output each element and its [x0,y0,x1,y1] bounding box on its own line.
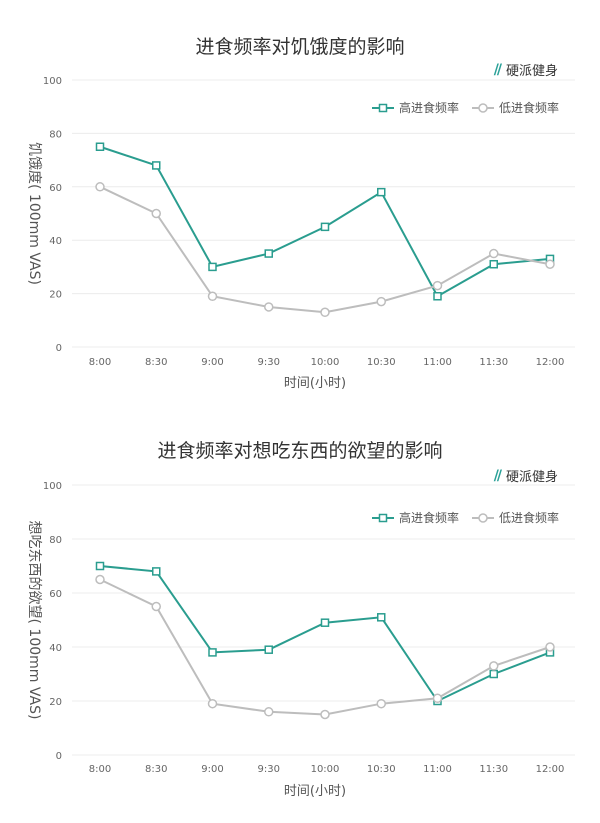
y-tick-label: 100 [43,76,62,87]
data-point [545,642,555,652]
data-point [264,645,273,654]
legend-label: 高进食频率 [399,100,459,115]
x-tick-label: 8:00 [89,764,111,775]
x-tick-label: 12:00 [536,357,565,368]
x-tick-label: 12:00 [536,764,565,775]
data-point [207,291,218,302]
data-point [152,567,161,576]
y-tick-label: 40 [49,643,62,654]
x-tick-label: 10:30 [367,764,396,775]
x-tick-label: 10:00 [311,764,340,775]
y-tick-label: 100 [43,481,62,492]
data-point [489,669,498,679]
data-point [432,693,443,704]
brand-logo: // 硬派健身 [493,60,558,80]
data-point [320,709,330,720]
data-point [208,262,217,272]
data-point [489,661,499,671]
x-axis-title: 时间(小时) [284,376,346,391]
legend-marker [478,513,488,523]
legend-marker [378,513,388,523]
x-tick-label: 9:30 [258,764,280,775]
data-point [433,292,442,301]
data-point [208,648,217,657]
data-point [489,259,498,269]
data-point [95,182,105,192]
x-tick-label: 11:30 [479,764,508,775]
series-line [99,565,551,703]
y-tick-label: 0 [56,343,62,354]
data-point [151,208,161,219]
x-tick-label: 9:00 [201,357,223,368]
brand-text: 硬派健身 [505,64,558,79]
x-tick-label: 11:00 [423,357,452,368]
legend-marker [478,103,488,113]
series-line [99,145,551,298]
data-point [264,302,274,312]
data-point [152,161,161,170]
data-point [377,187,386,197]
data-point [376,698,386,709]
legend-label: 低进食频率 [499,100,559,115]
chart-title: 进食频率对想吃东西的欲望的影响 [157,440,443,462]
y-tick-label: 40 [49,236,62,247]
y-tick-label: 20 [49,697,62,708]
y-tick-label: 60 [49,183,62,194]
data-point [264,707,274,717]
legend-marker [378,103,388,113]
data-point [489,248,499,259]
x-tick-label: 10:30 [367,357,396,368]
brand-mark-icon: // [493,467,502,484]
x-tick-label: 8:30 [145,764,167,775]
data-point [320,307,330,318]
data-point [95,574,105,585]
x-tick-label: 9:30 [258,357,280,368]
y-tick-label: 80 [49,535,62,546]
chart-title: 进食频率对饥饿度的影响 [195,36,405,58]
x-tick-label: 11:30 [479,357,508,368]
brand-logo: // 硬派健身 [493,466,558,486]
data-point [320,618,330,627]
data-point [545,259,555,269]
data-point [377,613,386,622]
x-axis-title: 时间(小时) [284,784,346,799]
x-tick-label: 8:00 [89,357,111,368]
chart-panel-desire: 进食频率对想吃东西的欲望的影响 // 硬派健身 0 20 40 60 80 100 8:00… [0,410,600,823]
legend-label: 低进食频率 [499,510,559,525]
x-tick-label: 9:00 [201,764,223,775]
x-tick-label: 11:00 [423,764,452,775]
data-point [320,222,330,232]
brand-text: 硬派健身 [505,470,558,485]
x-tick-label: 8:30 [145,357,167,368]
data-point [264,249,273,258]
legend-label: 高进食频率 [399,510,459,525]
data-point [95,142,105,151]
y-tick-label: 60 [49,589,62,600]
data-point [207,698,218,709]
data-point [432,280,443,291]
x-tick-label: 10:00 [311,357,340,368]
brand-mark-icon: // [493,61,502,78]
y-tick-label: 0 [56,751,62,762]
chart-svg: 0 20 40 60 80 100 8:00 8:30 9:00 9:30 10:00 10:30 11… [26,481,575,799]
y-axis-title: 饥饿度( 100mm VAS) [26,142,42,285]
data-point [376,296,386,307]
data-point [95,561,105,571]
y-tick-label: 80 [49,129,62,140]
chart-svg: 0 20 40 60 80 100 8:00 8:30 9:00 9:30 10:00 10:30 11… [26,76,575,391]
data-point [151,601,161,612]
y-axis-title: 想吃东西的欲望( 100mm VAS) [26,521,42,720]
chart-panel-hunger: 进食频率对饥饿度的影响 // 硬派健身 0 20 40 60 80 100 8:00 8:30… [0,0,600,410]
y-tick-label: 20 [49,290,62,301]
